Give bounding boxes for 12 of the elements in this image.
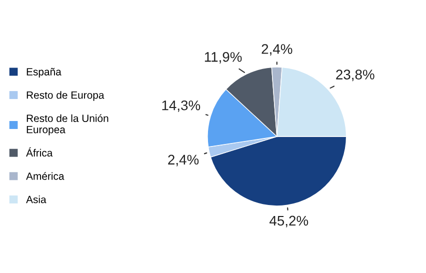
data-label: 2,4% <box>168 154 199 166</box>
legend-label: Asia <box>26 196 46 204</box>
legend-label: América <box>26 172 64 180</box>
data-label: 11,9% <box>204 52 242 64</box>
data-label: 2,4% <box>262 44 292 56</box>
data-label: 23,8% <box>336 70 374 82</box>
legend-label: España <box>26 68 62 78</box>
legend-label: Resto de la Unión Europea <box>26 114 108 136</box>
data-label: 45,2% <box>270 216 308 228</box>
legend-label: África <box>26 147 53 157</box>
data-label: 14,3% <box>162 100 200 112</box>
legend-label: Resto de Europa <box>26 91 104 101</box>
